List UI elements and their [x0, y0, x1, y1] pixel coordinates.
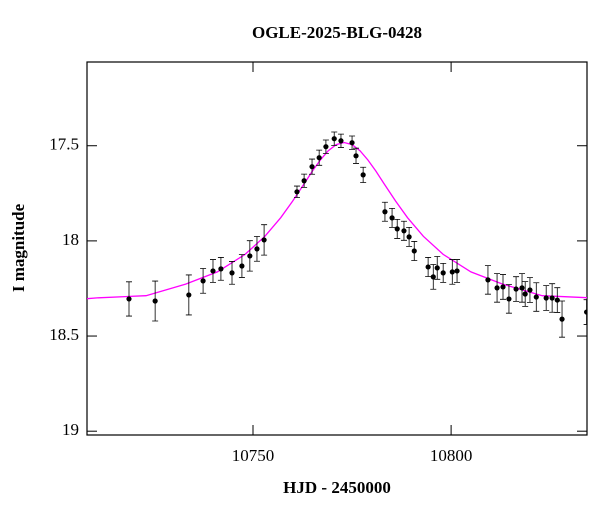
data-point [126, 296, 132, 302]
y-tick-label: 19 [62, 420, 79, 439]
data-point [349, 140, 355, 146]
y-tick-label: 17.5 [49, 135, 79, 154]
data-point [229, 270, 235, 276]
data-point [549, 295, 555, 301]
data-point [200, 278, 206, 284]
data-point [218, 266, 224, 272]
data-point [301, 178, 307, 184]
y-tick-label: 18.5 [49, 325, 79, 344]
data-point [519, 285, 525, 291]
data-point [247, 253, 253, 259]
data-point [411, 248, 417, 254]
data-point [500, 284, 506, 290]
plot-frame [86, 61, 588, 436]
data-point [210, 268, 216, 274]
y-tick-label: 18 [62, 230, 79, 249]
data-point [152, 298, 158, 304]
data-point [294, 189, 300, 195]
data-point [394, 226, 400, 232]
data-point [485, 277, 491, 283]
data-point [309, 164, 315, 170]
data-point [406, 234, 412, 240]
chart-title: OGLE-2025-BLG-0428 [252, 23, 422, 42]
data-point [554, 297, 560, 303]
data-point [543, 295, 549, 301]
x-tick-label: 10750 [232, 446, 275, 465]
data-point [522, 291, 528, 297]
x-axis-label: HJD - 2450000 [283, 478, 391, 497]
data-point [430, 274, 436, 280]
data-point [454, 268, 460, 274]
data-point [360, 172, 366, 178]
data-point [425, 264, 431, 270]
data-point [584, 309, 587, 315]
data-point [513, 286, 519, 292]
data-point [506, 296, 512, 302]
plot-area [87, 131, 587, 338]
data-point [239, 263, 245, 269]
x-tick-label: 10800 [430, 446, 473, 465]
data-point [449, 269, 455, 275]
data-point [533, 294, 539, 300]
data-point [316, 155, 322, 161]
data-point [527, 287, 533, 293]
data-point [254, 246, 260, 252]
data-point [331, 136, 337, 142]
data-point [401, 228, 407, 234]
data-point [440, 270, 446, 276]
data-point [389, 215, 395, 221]
y-axis-label: I magnitude [9, 203, 28, 292]
model-curve [87, 141, 587, 300]
data-point [186, 292, 192, 298]
data-point [323, 144, 329, 150]
data-point [494, 285, 500, 291]
data-point [338, 138, 344, 144]
data-point [353, 153, 359, 159]
data-point [434, 265, 440, 271]
data-point [559, 316, 565, 322]
data-point [382, 209, 388, 215]
data-point [261, 237, 267, 243]
